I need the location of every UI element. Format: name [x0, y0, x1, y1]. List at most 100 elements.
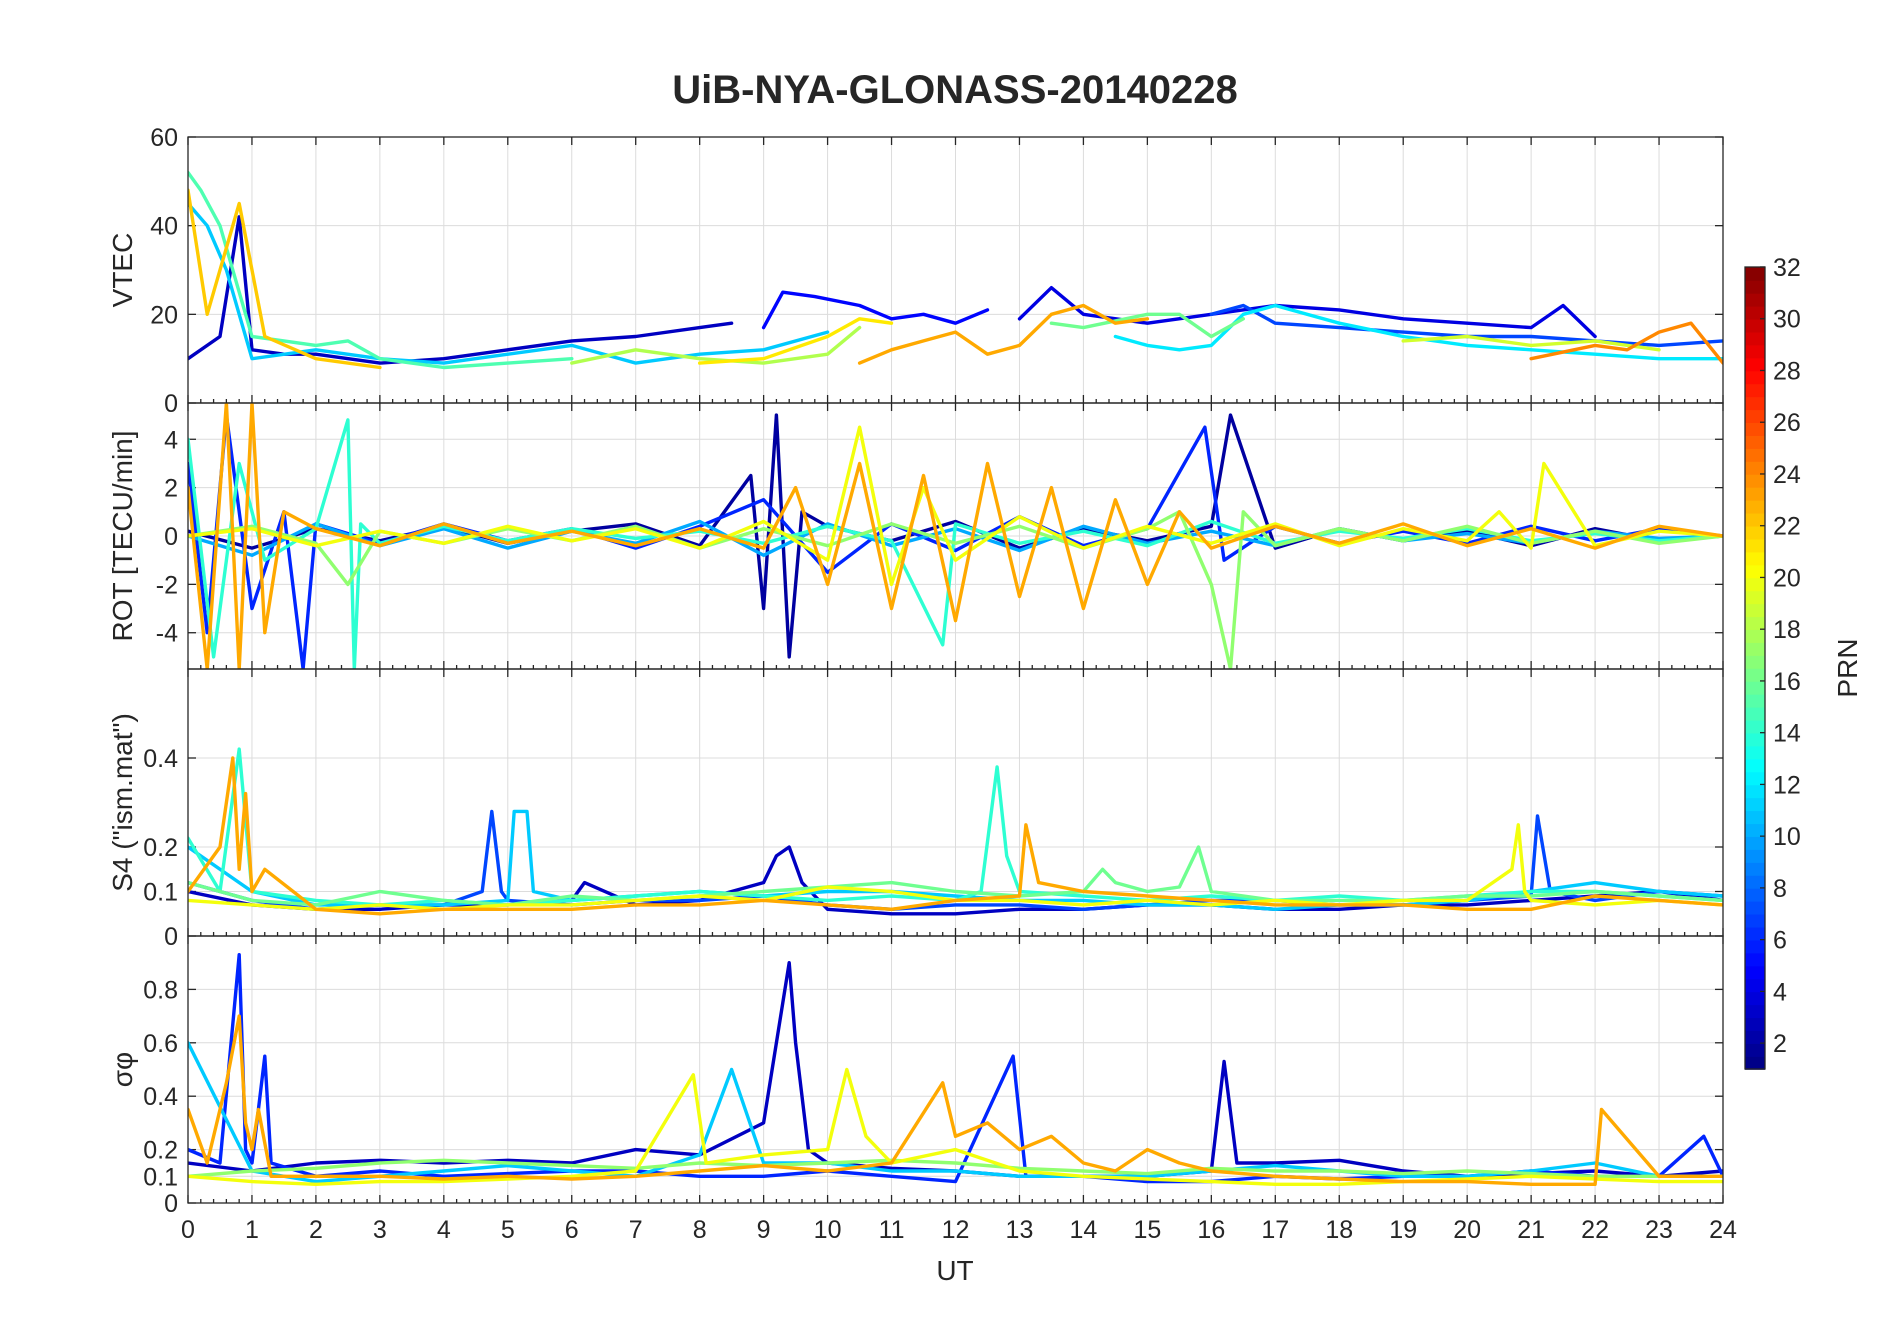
x-tick-label: 21: [1517, 1216, 1545, 1244]
y-tick-label: 0.6: [143, 1030, 178, 1058]
colorbar-segment: [1745, 784, 1765, 799]
x-tick-label: 11: [879, 1216, 905, 1244]
panel-2: -4 -2 0 2 4 ROT [TECU/min]: [107, 402, 1724, 670]
y-tick-label: 4: [164, 426, 178, 454]
colorbar-segment: [1745, 849, 1765, 863]
colorbar-segment: [1745, 823, 1765, 837]
colorbar-segment: [1745, 1043, 1765, 1057]
colorbar-segment: [1745, 551, 1765, 566]
series-line-prn-15: [188, 170, 574, 370]
series-group: [188, 403, 1723, 669]
y-tick-label: 0.1: [143, 1163, 178, 1191]
x-tick-label: 15: [1133, 1216, 1161, 1244]
colorbar-segment: [1745, 874, 1765, 889]
colorbar-segment: [1745, 680, 1765, 695]
y-axis-label: σφ: [107, 1052, 138, 1087]
x-tick-label: 13: [1006, 1216, 1034, 1244]
colorbar-segment: [1745, 862, 1765, 876]
x-tick-label: 7: [629, 1216, 643, 1244]
colorbar-segment: [1745, 1030, 1765, 1044]
series-line-prn-11: [188, 201, 830, 365]
colorbar-segment: [1745, 473, 1765, 488]
series-line-prn-22: [188, 188, 382, 370]
colorbar-segment: [1745, 577, 1765, 592]
colorbar-segment: [1745, 926, 1765, 941]
series-line-prn-3: [188, 961, 1723, 1178]
y-axis-label: ROT [TECU/min]: [107, 430, 138, 641]
x-tick-label: 2: [309, 1216, 323, 1244]
series-line-prn-6: [188, 413, 1723, 669]
y-axis-label: VTEC: [107, 233, 138, 308]
x-tick-label: 16: [1197, 1216, 1225, 1244]
x-tick-label: 8: [693, 1216, 707, 1244]
y-tick-label: 0: [164, 523, 178, 551]
x-tick-label: 24: [1709, 1216, 1737, 1244]
colorbar-segment: [1745, 693, 1765, 708]
y-tick-label: 0: [164, 390, 178, 418]
colorbar-segment: [1745, 655, 1765, 669]
colorbar-segment: [1745, 590, 1765, 605]
x-tick-label: 9: [757, 1216, 771, 1244]
colorbar-segment: [1745, 810, 1765, 825]
series-line-prn-23: [857, 303, 1150, 365]
colorbar-segment: [1745, 616, 1765, 630]
colorbar-segment: [1745, 292, 1765, 307]
colorbar-segment: [1745, 978, 1765, 993]
colorbar-segment: [1745, 629, 1765, 643]
colorbar-tick-label: 12: [1773, 771, 1801, 799]
colorbar-tick-label: 20: [1773, 564, 1801, 592]
x-tick-labels: 0 1 2 3 4 5 6 7 8 9 10 11 12 13 14 15 16 17 18 19 20 21 22 23 24: [181, 1216, 1737, 1244]
colorbar-segment: [1745, 939, 1765, 954]
x-tick-label: 23: [1645, 1216, 1673, 1244]
colorbar-segment: [1745, 771, 1765, 786]
colorbar-segment: [1745, 991, 1765, 1006]
colorbar-segment: [1745, 370, 1765, 385]
x-tick-label: 0: [181, 1216, 195, 1244]
colorbar-tick-label: 32: [1773, 254, 1801, 282]
colorbar-segment: [1745, 409, 1765, 424]
colorbar-segment: [1745, 719, 1765, 734]
x-tick-label: 19: [1389, 1216, 1417, 1244]
colorbar-tick-label: 18: [1773, 616, 1801, 644]
colorbar-segment: [1745, 1004, 1765, 1019]
colorbar-segment: [1745, 642, 1765, 656]
colorbar-segment: [1745, 486, 1765, 501]
colorbar-segment: [1745, 422, 1765, 436]
panel-4: 00.10.2 0.4 0.6 0.8 σφ: [107, 935, 1724, 1218]
colorbar-segment: [1745, 758, 1765, 773]
x-tick-label: 20: [1453, 1216, 1481, 1244]
series-line-prn-20: [188, 823, 1723, 911]
colorbar-segment: [1745, 668, 1765, 682]
x-tick-label: 22: [1581, 1216, 1609, 1244]
colorbar-segment: [1745, 913, 1765, 928]
colorbar-tick-label: 24: [1773, 461, 1801, 489]
colorbar-segment: [1745, 461, 1765, 475]
colorbar-segment: [1745, 435, 1765, 449]
axes-frame: [187, 935, 1724, 1204]
colorbar-segment: [1745, 267, 1765, 281]
colorbar-segment: [1745, 318, 1765, 333]
colorbar-segment: [1745, 396, 1765, 411]
series-line-prn-19: [1401, 334, 1661, 352]
y-tick-label: 40: [150, 213, 178, 241]
colorbar-segment: [1745, 564, 1765, 579]
colorbar-segment: [1745, 900, 1765, 915]
y-tick-label: 0.4: [143, 1083, 178, 1111]
colorbar-segment: [1745, 745, 1765, 760]
x-tick-label: 5: [501, 1216, 515, 1244]
y-tick-label: 20: [150, 301, 178, 329]
x-tick-label: 17: [1261, 1216, 1289, 1244]
panel-1: 0 20 40 60 VTEC: [107, 124, 1724, 418]
x-tick-label: 12: [942, 1216, 970, 1244]
y-tick-label: 0.8: [143, 976, 178, 1004]
series-group: [188, 953, 1723, 1186]
series-line-prn-5: [761, 290, 990, 330]
colorbar-segment: [1745, 538, 1765, 553]
x-tick-label: 3: [373, 1216, 387, 1244]
series-group: [188, 747, 1723, 916]
colorbar-segment: [1745, 836, 1765, 850]
x-tick-label: 18: [1325, 1216, 1353, 1244]
series-line-prn-21: [698, 317, 894, 365]
